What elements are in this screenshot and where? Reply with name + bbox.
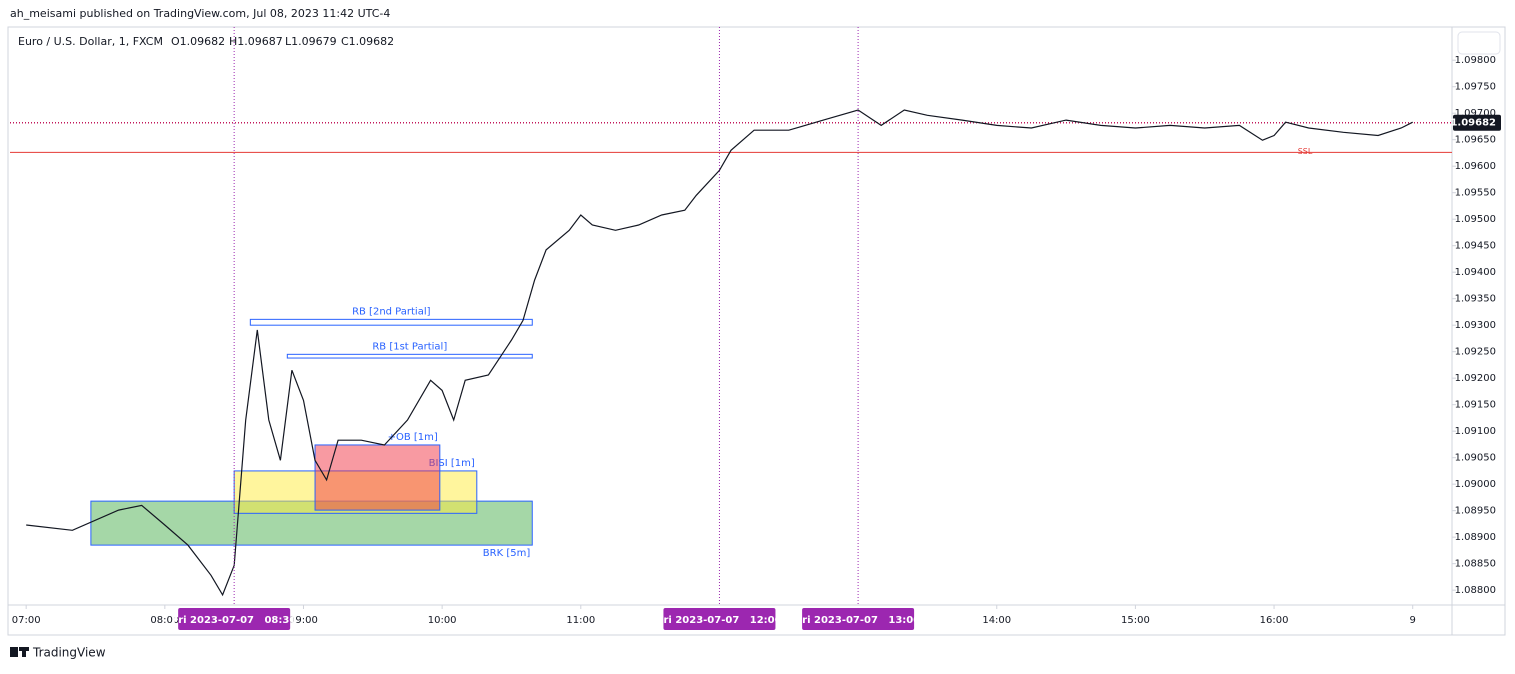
y-tick-label: 1.09550 <box>1455 188 1496 199</box>
ohlc-low: L1.09679 <box>285 35 337 48</box>
y-tick-label: 1.08850 <box>1455 559 1496 570</box>
published-note: ah_meisami published on TradingView.com,… <box>10 7 390 20</box>
last-price-tag <box>1453 114 1501 131</box>
time-marker-tag <box>178 608 291 630</box>
toolbar-button[interactable] <box>1457 31 1501 55</box>
brand: TradingView <box>32 646 106 660</box>
x-tick-label: 16:00 <box>1260 615 1289 626</box>
y-tick-label: 1.09750 <box>1455 82 1496 93</box>
x-tick-label: 14:00 <box>982 615 1011 626</box>
zone-label: RB [2nd Partial] <box>352 306 431 317</box>
y-tick-label: 1.09150 <box>1455 400 1496 411</box>
y-tick-label: 1.09100 <box>1455 426 1496 437</box>
x-tick-label: 11:00 <box>566 615 595 626</box>
time-marker-label: Fri 2023-07-07 12:00 <box>657 615 781 626</box>
price-line <box>26 109 1413 597</box>
y-tick-label: 1.09600 <box>1455 161 1496 172</box>
x-tick-label: 09:00 <box>289 615 318 626</box>
last-price-label: 1.09682 <box>1450 118 1496 129</box>
time-marker-tag <box>663 608 776 630</box>
zone <box>286 353 533 359</box>
symbol-title: Euro / U.S. Dollar, 1, FXCM <box>18 35 163 48</box>
x-tick-label: 07:00 <box>12 615 41 626</box>
chart-frame <box>7 26 1506 636</box>
time-marker-label: Fri 2023-07-07 13:00 <box>796 615 920 626</box>
y-tick-label: 1.09000 <box>1455 479 1496 490</box>
y-tick-label: 1.08800 <box>1455 585 1496 596</box>
ohlc-high: H1.09687 <box>229 35 283 48</box>
y-tick-label: 1.09200 <box>1455 373 1496 384</box>
y-tick-label: 1.09300 <box>1455 320 1496 331</box>
y-tick-label: 1.09250 <box>1455 347 1496 358</box>
x-tick-label: 10:00 <box>428 615 457 626</box>
ohlc-open: O1.09682 <box>171 35 225 48</box>
zone-label: RB [1st Partial] <box>372 341 447 352</box>
y-tick-label: 1.09800 <box>1455 55 1496 66</box>
zone <box>314 444 441 511</box>
y-tick-label: 1.09050 <box>1455 453 1496 464</box>
tv-logo <box>10 647 29 657</box>
zone <box>249 318 533 326</box>
y-tick-label: 1.09700 <box>1455 108 1496 119</box>
y-tick-label: 1.09450 <box>1455 241 1496 252</box>
y-tick-label: 1.09350 <box>1455 294 1496 305</box>
x-tick-label: 9 <box>1410 615 1416 626</box>
y-tick-label: 1.08950 <box>1455 506 1496 517</box>
y-tick-label: 1.08900 <box>1455 532 1496 543</box>
zone-label: BRK [5m] <box>483 548 531 559</box>
level-label: SSL <box>1298 147 1313 156</box>
y-tick-label: 1.09500 <box>1455 214 1496 225</box>
zone-label: +OB [1m] <box>388 432 438 443</box>
x-tick-label: 08:00 <box>150 615 179 626</box>
y-tick-label: 1.09650 <box>1455 135 1496 146</box>
zone-label: BISI [1m] <box>429 458 475 469</box>
y-tick-label: 1.09400 <box>1455 267 1496 278</box>
ohlc-close: C1.09682 <box>341 35 394 48</box>
time-marker-label: Fri 2023-07-07 08:30 <box>172 615 296 626</box>
time-marker-tag <box>802 608 915 630</box>
x-tick-label: 15:00 <box>1121 615 1150 626</box>
